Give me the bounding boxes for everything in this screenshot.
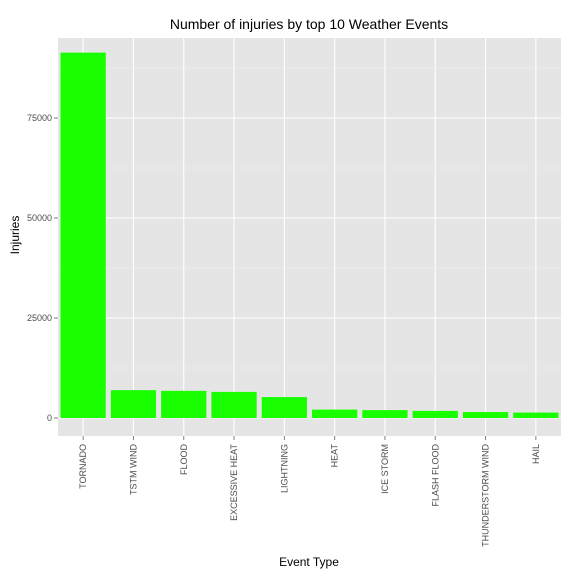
bar-flood [161, 390, 207, 418]
y-tick-label: 50000 [27, 213, 52, 223]
x-tick-label: FLOOD [179, 444, 189, 476]
x-tick-label: EXCESSIVE HEAT [229, 444, 239, 521]
bar-tstm-wind [110, 390, 157, 418]
x-tick-label: TSTM WIND [128, 444, 138, 495]
y-tick-label: 75000 [27, 113, 52, 123]
bars [60, 52, 559, 419]
x-axis: TORNADO TSTM WIND FLOOD EXCESSIVE HEAT LIGHT… [78, 436, 541, 547]
x-tick-label: HEAT [330, 444, 340, 468]
x-tick-label: ICE STORM [380, 444, 390, 494]
bar-ice-storm [362, 410, 408, 418]
bar-lightning [261, 397, 307, 418]
bar-tornado [60, 52, 106, 419]
bar-flash-flood [412, 410, 458, 418]
y-axis-title: Injuries [8, 216, 22, 255]
x-axis-title: Event Type [279, 555, 339, 569]
bar-excessive-heat [211, 391, 257, 418]
x-tick-label: TORNADO [78, 444, 88, 489]
x-tick-label: THUNDERSTORM WIND [481, 444, 491, 547]
bar-thunderstorm-wind [462, 412, 509, 418]
chart-title: Number of injuries by top 10 Weather Eve… [170, 16, 448, 32]
bar-heat [312, 409, 358, 418]
y-tick-label: 25000 [27, 313, 52, 323]
bar-hail [513, 412, 559, 418]
x-tick-label: LIGHTNING [279, 444, 289, 493]
plot-background [58, 38, 561, 436]
y-tick-label: 0 [47, 413, 52, 423]
x-tick-label: HAIL [531, 444, 541, 464]
x-tick-label: FLASH FLOOD [430, 444, 440, 507]
y-axis: 0 25000 50000 75000 [27, 113, 58, 423]
